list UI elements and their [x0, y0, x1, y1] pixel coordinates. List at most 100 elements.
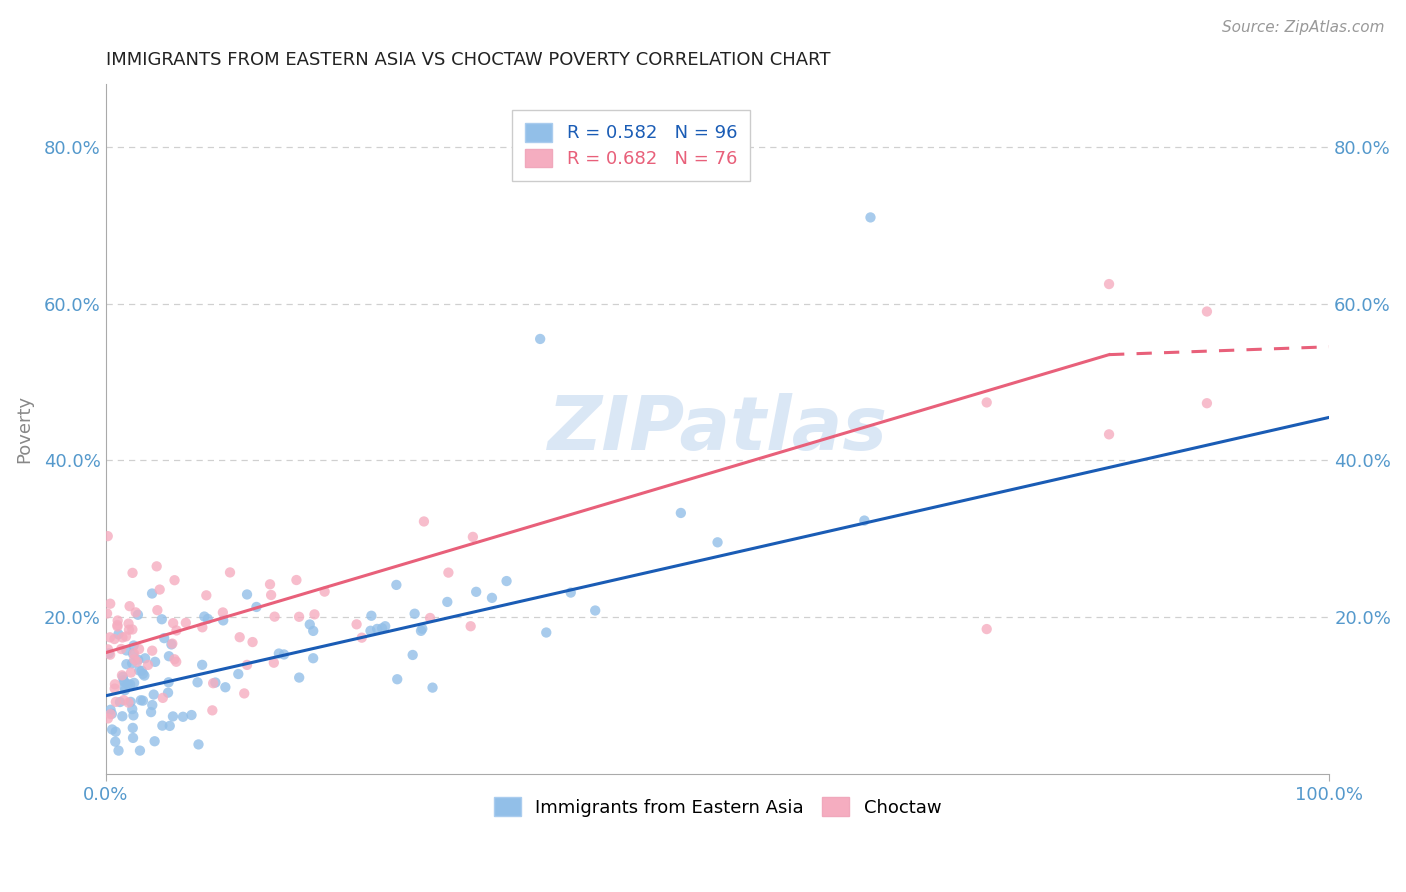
Point: [111, 668, 134, 682]
Point: [107, 627, 129, 641]
Point: [111, 709, 134, 723]
Point: [97, 647, 120, 661]
Point: [495, 574, 517, 588]
Point: [150, 719, 173, 733]
Point: [346, 617, 368, 632]
Point: [121, 702, 143, 716]
Point: [117, 616, 139, 631]
Point: [122, 647, 145, 661]
Point: [104, 695, 127, 709]
Point: [187, 738, 209, 752]
Point: [121, 657, 143, 671]
Point: [413, 515, 436, 529]
Point: [669, 506, 692, 520]
Point: [302, 624, 325, 638]
Point: [134, 668, 156, 682]
Point: [120, 695, 142, 709]
Point: [285, 573, 308, 587]
Point: [122, 676, 145, 690]
Point: [98, 648, 121, 662]
Point: [122, 639, 145, 653]
Text: Source: ZipAtlas.com: Source: ZipAtlas.com: [1222, 20, 1385, 35]
Point: [236, 657, 259, 672]
Point: [101, 723, 124, 737]
Point: [583, 603, 606, 617]
Point: [191, 657, 214, 672]
Point: [122, 731, 145, 745]
Point: [108, 695, 131, 709]
Point: [112, 674, 135, 689]
Point: [461, 530, 484, 544]
Point: [159, 719, 181, 733]
Point: [114, 683, 136, 698]
Point: [152, 690, 174, 705]
Point: [120, 677, 142, 691]
Point: [160, 637, 183, 651]
Point: [111, 631, 134, 645]
Point: [100, 703, 122, 717]
Point: [162, 709, 184, 723]
Point: [387, 672, 409, 686]
Point: [263, 656, 285, 670]
Point: [236, 587, 259, 601]
Point: [142, 688, 165, 702]
Point: [157, 686, 180, 700]
Point: [233, 686, 256, 700]
Point: [122, 652, 145, 666]
Point: [267, 647, 290, 661]
Point: [460, 619, 482, 633]
Point: [111, 670, 134, 684]
Point: [302, 651, 325, 665]
Point: [112, 673, 135, 688]
Point: [153, 631, 176, 645]
Point: [134, 651, 156, 665]
Point: [157, 649, 180, 664]
Legend: Immigrants from Eastern Asia, Choctaw: Immigrants from Eastern Asia, Choctaw: [486, 790, 949, 823]
Point: [128, 642, 150, 657]
Point: [112, 693, 135, 707]
Point: [465, 584, 488, 599]
Point: [115, 629, 138, 643]
Point: [419, 611, 441, 625]
Point: [242, 635, 264, 649]
Point: [191, 620, 214, 634]
Point: [141, 586, 163, 600]
Point: [288, 671, 311, 685]
Point: [97, 529, 120, 543]
Point: [118, 599, 141, 614]
Point: [536, 625, 558, 640]
Point: [560, 585, 582, 599]
Point: [141, 698, 163, 712]
Point: [107, 614, 129, 628]
Point: [107, 619, 129, 633]
Point: [141, 643, 163, 657]
Point: [226, 667, 249, 681]
Point: [163, 652, 186, 666]
Point: [132, 693, 155, 707]
Point: [436, 595, 458, 609]
Point: [100, 707, 122, 722]
Point: [1195, 304, 1218, 318]
Point: [117, 696, 139, 710]
Point: [149, 582, 172, 597]
Point: [162, 637, 184, 651]
Point: [219, 566, 242, 580]
Point: [121, 566, 143, 580]
Point: [1195, 396, 1218, 410]
Point: [107, 618, 129, 632]
Point: [187, 675, 209, 690]
Point: [402, 648, 425, 662]
Point: [228, 630, 250, 644]
Point: [115, 657, 138, 672]
Point: [146, 603, 169, 617]
Point: [104, 681, 127, 696]
Point: [132, 666, 155, 681]
Point: [172, 710, 194, 724]
Point: [97, 642, 120, 657]
Point: [288, 609, 311, 624]
Text: IMMIGRANTS FROM EASTERN ASIA VS CHOCTAW POVERTY CORRELATION CHART: IMMIGRANTS FROM EASTERN ASIA VS CHOCTAW …: [105, 51, 831, 69]
Point: [122, 646, 145, 660]
Point: [706, 535, 728, 549]
Point: [409, 624, 432, 638]
Point: [180, 708, 202, 723]
